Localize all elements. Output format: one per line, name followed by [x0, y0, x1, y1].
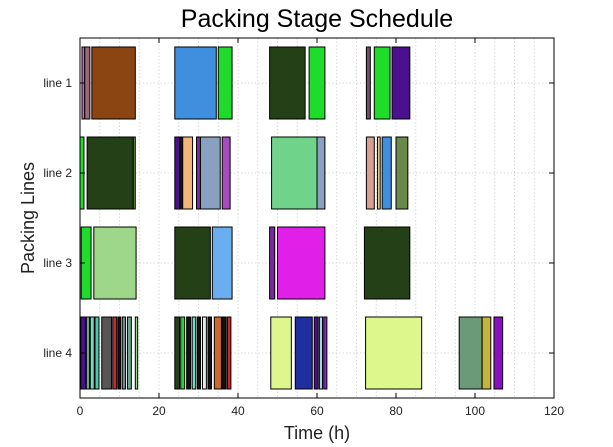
- task-bar: [363, 226, 411, 300]
- task-bar: [308, 46, 326, 120]
- task-bar: [365, 46, 371, 120]
- task-bar: [126, 316, 132, 390]
- task-bar: [221, 316, 227, 390]
- task-bar: [186, 316, 192, 390]
- y-axis-ticks: line 1 line 2 line 3 line 4: [43, 76, 554, 360]
- x-axis-ticks: 0 20 40 60 80 100 120: [77, 38, 564, 418]
- x-tick-label: 40: [231, 404, 245, 418]
- task-bar: [134, 316, 139, 390]
- task-bar: [313, 316, 319, 390]
- task-bar: [365, 316, 423, 390]
- x-tick-label: 0: [77, 404, 84, 418]
- task-bar: [221, 136, 231, 210]
- task-bar: [201, 316, 207, 390]
- task-bar: [458, 316, 483, 390]
- task-bar: [271, 136, 318, 210]
- task-bar: [207, 316, 213, 390]
- task-bars: [79, 46, 504, 390]
- task-bar: [493, 316, 504, 390]
- task-bar: [365, 136, 375, 210]
- task-bar: [270, 316, 292, 390]
- y-tick-label: line 4: [43, 346, 72, 360]
- task-bar: [269, 46, 306, 120]
- task-bar: [191, 316, 197, 390]
- x-tick-label: 60: [310, 404, 324, 418]
- task-bar: [91, 46, 136, 120]
- y-tick-label: line 1: [43, 76, 72, 90]
- x-tick-label: 120: [544, 404, 564, 418]
- task-bar: [226, 316, 232, 390]
- task-bar: [316, 136, 326, 210]
- y-axis-label: Packing Lines: [18, 162, 38, 274]
- task-bar: [174, 316, 181, 390]
- x-axis-label: Time (h): [284, 423, 350, 443]
- task-bar: [117, 316, 122, 390]
- y-tick-label: line 2: [43, 166, 72, 180]
- task-bar: [481, 316, 492, 390]
- task-bar: [376, 136, 381, 210]
- task-bar: [217, 46, 233, 120]
- task-bar: [101, 316, 113, 390]
- task-bar: [86, 136, 134, 210]
- task-bar: [381, 136, 392, 210]
- task-bar: [269, 226, 276, 300]
- task-bar: [174, 226, 211, 300]
- task-bar: [199, 136, 221, 210]
- task-bar: [373, 46, 391, 120]
- task-bar: [93, 226, 137, 300]
- task-bar: [132, 136, 136, 210]
- task-bar: [182, 136, 194, 210]
- task-bar: [391, 46, 411, 120]
- task-bar: [213, 316, 222, 390]
- task-bar: [174, 136, 181, 210]
- task-bar: [174, 46, 217, 120]
- task-bar: [395, 136, 409, 210]
- task-bar: [211, 226, 233, 300]
- task-bar: [294, 316, 313, 390]
- task-bar: [84, 46, 91, 120]
- task-bar: [94, 316, 100, 390]
- task-bar: [196, 136, 201, 210]
- y-tick-label: line 3: [43, 256, 72, 270]
- task-bar: [112, 316, 118, 390]
- task-bar: [89, 316, 95, 390]
- chart-title: Packing Stage Schedule: [181, 5, 453, 33]
- task-bar: [318, 316, 324, 390]
- task-bar: [277, 226, 326, 300]
- x-tick-label: 20: [152, 404, 166, 418]
- task-bar: [180, 316, 186, 390]
- task-bar: [85, 316, 90, 390]
- task-bar: [196, 316, 201, 390]
- task-bar: [323, 316, 328, 390]
- x-tick-label: 100: [465, 404, 485, 418]
- x-tick-label: 80: [389, 404, 403, 418]
- task-bar: [121, 316, 126, 390]
